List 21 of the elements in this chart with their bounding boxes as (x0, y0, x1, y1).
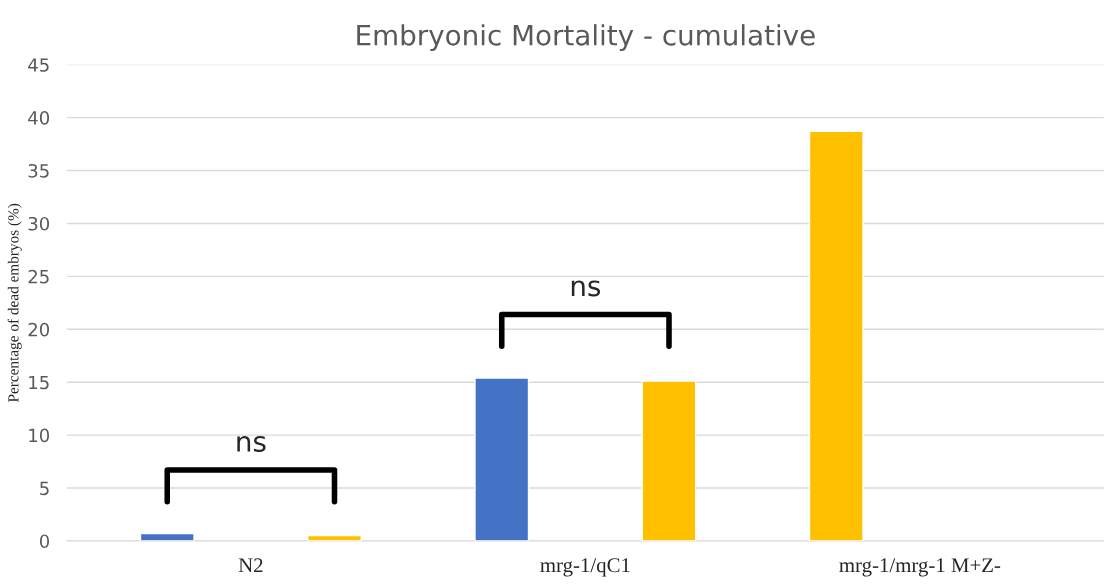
y-tick-label: 45 (28, 58, 49, 72)
y-tick-label: 20 (28, 322, 50, 337)
bar (474, 377, 530, 541)
bar (641, 380, 697, 541)
y-tick-label: 30 (28, 216, 50, 231)
x-tick-label: mrg-1/qC1 (540, 558, 630, 577)
x-tick-label: N2 (238, 558, 263, 573)
chart-title: Embryonic Mortality - cumulative (357, 24, 815, 52)
y-axis-title: Percentage of dead embryos (%) (7, 203, 22, 403)
y-tick-label: 0 (39, 534, 50, 549)
annotation: ns (237, 436, 266, 452)
y-tick-label: 35 (28, 163, 49, 178)
y-tick-label: 5 (40, 481, 49, 496)
bar (307, 534, 362, 541)
y-tick-label: 40 (28, 111, 50, 125)
y-tick-label: 15 (29, 375, 49, 390)
bar (139, 532, 195, 541)
annotation: ns (571, 280, 601, 297)
y-tick-label: 25 (28, 269, 49, 284)
x-tick-label: mrg-1/mrg-1 M+Z- (839, 558, 1001, 577)
y-tick-label: 10 (29, 428, 50, 443)
